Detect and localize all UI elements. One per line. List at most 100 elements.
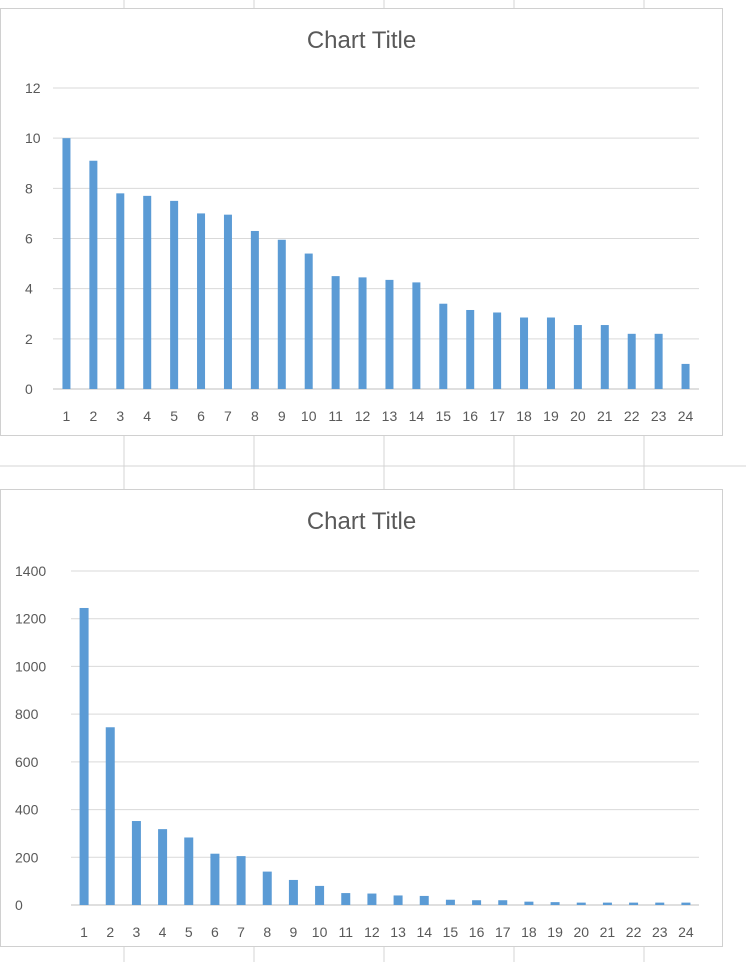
x-tick-label: 19 <box>543 408 559 424</box>
y-tick-label: 8 <box>25 180 33 196</box>
y-tick-label: 400 <box>15 802 39 818</box>
x-tick-label: 19 <box>547 924 563 940</box>
x-tick-label: 15 <box>436 408 452 424</box>
x-tick-label: 23 <box>651 408 667 424</box>
x-tick-label: 5 <box>185 924 193 940</box>
bar[interactable] <box>573 325 582 389</box>
bar[interactable] <box>439 303 448 389</box>
chart-2[interactable]: Chart Title 0 200 400 600 800 1000 1200 1400 1 2 3… <box>0 489 723 947</box>
y-tick-label: 1200 <box>15 611 46 627</box>
x-tick-label: 4 <box>143 408 151 424</box>
chart-1[interactable]: Chart Title 0 2 4 6 8 10 12 1 2 3 4 5 6 7 8 9 10 11 12 13 14… <box>0 8 723 436</box>
bar[interactable] <box>116 193 125 389</box>
x-tick-label: 8 <box>263 924 271 940</box>
bar[interactable] <box>131 821 141 905</box>
x-tick-label: 5 <box>170 408 178 424</box>
bar[interactable] <box>602 902 612 905</box>
bar[interactable] <box>681 902 691 905</box>
bar[interactable] <box>419 895 429 905</box>
bar[interactable] <box>655 902 665 905</box>
bar[interactable] <box>143 195 152 389</box>
x-tick-label: 23 <box>652 924 668 940</box>
bar[interactable] <box>184 837 194 905</box>
bar[interactable] <box>170 200 179 389</box>
bar[interactable] <box>498 900 508 905</box>
bar[interactable] <box>445 899 455 905</box>
bar[interactable] <box>197 213 206 389</box>
bar[interactable] <box>546 317 555 389</box>
bar[interactable] <box>236 856 246 905</box>
bar[interactable] <box>331 276 340 389</box>
bar[interactable] <box>472 900 482 905</box>
bar[interactable] <box>288 879 298 905</box>
bar[interactable] <box>550 902 560 905</box>
y-tick-label: 4 <box>25 281 33 297</box>
bar[interactable] <box>158 829 168 905</box>
bar[interactable] <box>627 333 636 389</box>
bar[interactable] <box>629 902 639 905</box>
x-tick-label: 24 <box>678 924 694 940</box>
x-tick-label: 8 <box>251 408 259 424</box>
bar[interactable] <box>393 895 403 905</box>
bar[interactable] <box>466 309 475 389</box>
bar[interactable] <box>493 312 502 389</box>
x-tick-label: 11 <box>328 408 343 424</box>
x-tick-label: 20 <box>573 924 589 940</box>
bar[interactable] <box>367 893 377 905</box>
x-tick-label: 17 <box>489 408 505 424</box>
bar[interactable] <box>250 230 259 389</box>
x-tick-label: 14 <box>409 408 425 424</box>
bar[interactable] <box>223 214 232 389</box>
y-tick-label: 1400 <box>15 563 46 579</box>
bar[interactable] <box>520 317 529 389</box>
y-tick-label: 1000 <box>15 658 46 674</box>
x-tick-label: 22 <box>626 924 642 940</box>
x-tick-label: 7 <box>237 924 245 940</box>
bar[interactable] <box>277 239 286 389</box>
bar[interactable] <box>79 607 89 905</box>
bar[interactable] <box>358 277 367 389</box>
x-tick-label: 2 <box>89 408 97 424</box>
x-tick-label: 16 <box>462 408 478 424</box>
bar[interactable] <box>62 138 71 389</box>
y-tick-label: 800 <box>15 706 39 722</box>
y-tick-label: 0 <box>25 381 33 397</box>
bar[interactable] <box>315 885 325 905</box>
x-tick-label: 21 <box>600 924 616 940</box>
x-tick-label: 12 <box>364 924 380 940</box>
x-tick-label: 22 <box>624 408 640 424</box>
bar[interactable] <box>105 727 115 905</box>
x-tick-label: 18 <box>516 408 532 424</box>
bar[interactable] <box>210 853 220 905</box>
bar[interactable] <box>262 871 272 905</box>
y-tick-label: 0 <box>15 897 23 913</box>
bar[interactable] <box>89 160 98 389</box>
bar[interactable] <box>412 282 421 389</box>
x-tick-label: 24 <box>678 408 694 424</box>
y-tick-label: 600 <box>15 754 39 770</box>
x-tick-label: 1 <box>63 408 71 424</box>
x-tick-label: 4 <box>159 924 167 940</box>
bar[interactable] <box>681 363 690 389</box>
bar[interactable] <box>576 902 586 905</box>
x-tick-label: 11 <box>338 924 353 940</box>
x-tick-label: 9 <box>278 408 286 424</box>
x-tick-label: 15 <box>443 924 459 940</box>
bar[interactable] <box>524 901 534 905</box>
bar[interactable] <box>385 279 394 389</box>
bar[interactable] <box>304 253 313 389</box>
y-tick-label: 12 <box>25 80 41 96</box>
bar[interactable] <box>341 893 351 905</box>
x-tick-label: 13 <box>382 408 398 424</box>
y-tick-label: 6 <box>25 231 33 247</box>
x-tick-label: 12 <box>355 408 371 424</box>
chart-title: Chart Title <box>306 27 417 54</box>
x-tick-label: 10 <box>312 924 328 940</box>
x-tick-label: 14 <box>416 924 432 940</box>
bar[interactable] <box>654 333 663 389</box>
x-tick-label: 1 <box>80 924 88 940</box>
bar[interactable] <box>600 325 609 389</box>
x-tick-label: 7 <box>224 408 232 424</box>
